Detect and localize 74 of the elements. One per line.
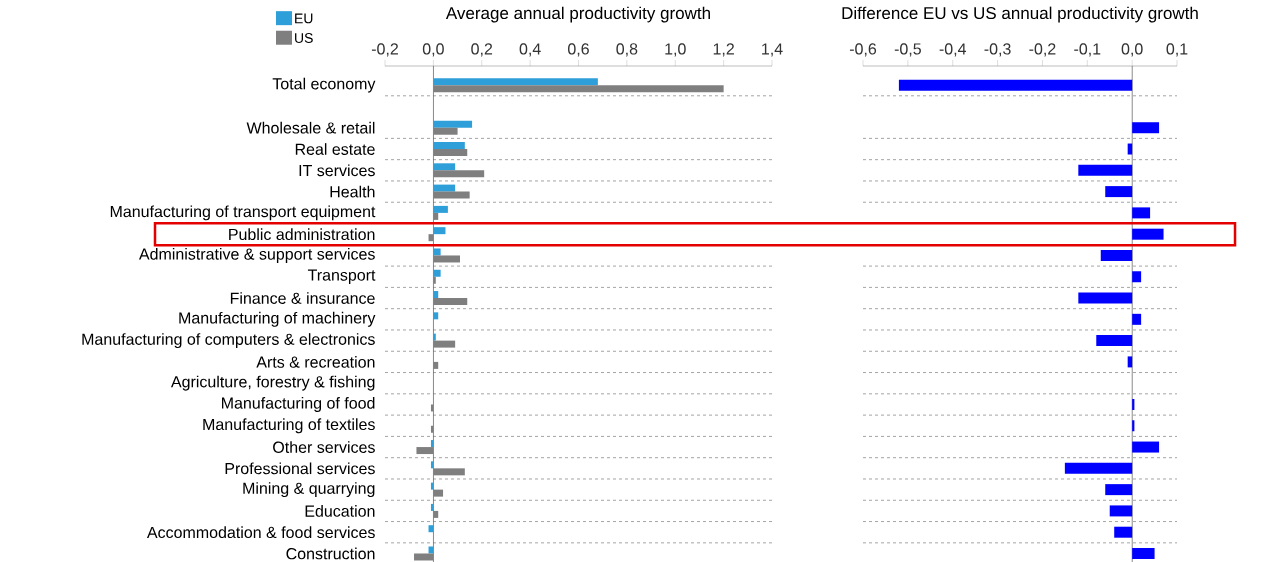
x-tick-label: -0,2 bbox=[1029, 43, 1056, 57]
bar bbox=[1109, 505, 1133, 517]
x-tick-label: 0,4 bbox=[519, 43, 541, 57]
x-tick-label: -0,5 bbox=[894, 43, 921, 57]
bar bbox=[1132, 207, 1151, 219]
bar bbox=[433, 120, 473, 128]
y-tick-label: Manufacturing of textiles bbox=[203, 418, 375, 434]
x-tick-label: -0,2 bbox=[371, 43, 398, 57]
legend-label: US bbox=[295, 33, 313, 43]
y-tick-label: Total economy bbox=[272, 77, 376, 93]
x-tick-label: 0,2 bbox=[471, 43, 493, 57]
bar bbox=[1132, 313, 1142, 325]
bar bbox=[1132, 271, 1142, 283]
bar bbox=[433, 248, 441, 256]
x-tick-label: -0,3 bbox=[984, 43, 1011, 57]
bar bbox=[1078, 164, 1133, 176]
x-tick-label: 0,0 bbox=[422, 43, 444, 57]
bar bbox=[433, 184, 456, 192]
bar bbox=[898, 79, 1133, 91]
bar bbox=[433, 269, 441, 277]
y-tick-label: Administrative & support services bbox=[138, 248, 375, 263]
bar bbox=[1078, 292, 1133, 304]
y-tick-label: Manufacturing of food bbox=[222, 397, 375, 412]
bar bbox=[433, 205, 448, 213]
bar bbox=[433, 78, 598, 86]
y-tick-label: Transport bbox=[307, 269, 376, 284]
bar bbox=[1127, 143, 1133, 155]
bar bbox=[1064, 462, 1133, 474]
x-tick-label: -0,6 bbox=[849, 43, 877, 57]
x-tick-label: 0,6 bbox=[568, 43, 589, 57]
y-tick-label: Professional services bbox=[225, 462, 375, 475]
x-tick-label: 0,0 bbox=[1121, 43, 1143, 57]
y-tick-label: Wholesale & retail bbox=[246, 121, 375, 134]
bar bbox=[1114, 526, 1133, 538]
x-tick-label: 1,4 bbox=[762, 43, 783, 57]
x-tick-label: -0,1 bbox=[1074, 43, 1101, 57]
bar bbox=[1100, 249, 1133, 261]
bar bbox=[1127, 356, 1133, 368]
bar bbox=[1096, 335, 1133, 347]
y-tick-label: Other services bbox=[273, 441, 375, 453]
y-tick-label: Manufacturing of machinery bbox=[179, 311, 376, 327]
bar bbox=[433, 163, 456, 171]
bar bbox=[433, 333, 436, 341]
y-tick-label: Accommodation & food services bbox=[146, 526, 375, 539]
y-tick-label: Manufacturing of transport equipment bbox=[110, 205, 376, 221]
x-tick-label: 0,1 bbox=[1166, 43, 1188, 57]
bar bbox=[1132, 547, 1155, 559]
bar bbox=[1105, 484, 1133, 496]
legend-label: EU bbox=[295, 13, 313, 24]
bar bbox=[1132, 122, 1160, 134]
bar bbox=[433, 227, 446, 235]
x-tick-label: 1,2 bbox=[713, 43, 734, 57]
bar bbox=[1132, 228, 1164, 240]
y-tick-label: Agriculture, forestry & fishing bbox=[170, 375, 375, 391]
y-tick-label: Real estate bbox=[295, 143, 375, 155]
bar bbox=[433, 142, 465, 150]
chart-title: Difference EU vs US annual productivity growth bbox=[842, 6, 1198, 23]
bar bbox=[433, 291, 439, 299]
y-tick-label: Health bbox=[330, 185, 375, 198]
y-tick-label: Public administration bbox=[229, 228, 375, 241]
bar bbox=[433, 312, 439, 320]
y-tick-label: Finance & insurance bbox=[230, 292, 375, 304]
bar bbox=[1132, 441, 1160, 453]
bar bbox=[1105, 186, 1133, 198]
y-tick-label: Arts & recreation bbox=[256, 356, 375, 368]
x-tick-label: 1,0 bbox=[665, 43, 686, 57]
y-tick-label: Education bbox=[305, 505, 375, 517]
y-tick-label: IT services bbox=[299, 164, 375, 177]
x-tick-label: 0,8 bbox=[616, 43, 638, 57]
y-tick-label: Construction bbox=[286, 547, 375, 560]
chart-title: Average annual productivity growth bbox=[445, 6, 710, 23]
y-tick-label: Manufacturing of computers & electronics bbox=[82, 333, 375, 349]
x-tick-label: -0,4 bbox=[939, 43, 967, 57]
y-tick-label: Mining & quarrying bbox=[243, 482, 375, 498]
